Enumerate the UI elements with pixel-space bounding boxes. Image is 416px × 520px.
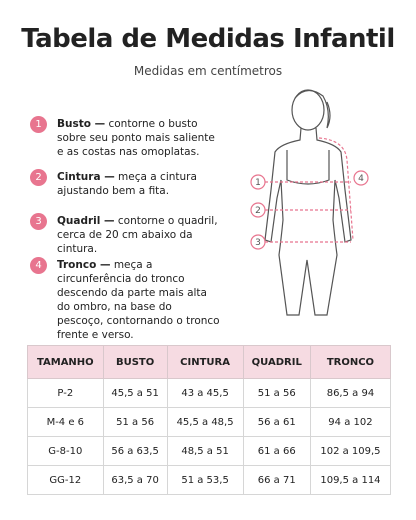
top <box>286 150 330 185</box>
step-number: 2 <box>30 169 47 186</box>
marker-label: 2 <box>255 206 261 216</box>
table-cell: 61 a 66 <box>242 436 311 466</box>
step-desc: contorne o busto sobre seu ponto mais sa… <box>57 118 215 158</box>
table-cell: P-2 <box>27 378 104 408</box>
measure-lines <box>265 137 354 243</box>
marker-label: 1 <box>255 178 261 188</box>
step-term: Cintura — <box>57 171 115 183</box>
step-number: 3 <box>30 213 47 230</box>
table-row: P-2 45,5 a 51 43 a 45,5 51 a 56 86,5 a 94 <box>27 378 392 408</box>
step-desc: meça a cintura ajustando bem a fita. <box>57 171 197 197</box>
instruction: 2 Cintura — meça a cintura ajustando bem … <box>30 169 220 198</box>
step-desc: meça a circunferência do tronco descendo… <box>57 259 220 341</box>
table-cell: 48,5 a 51 <box>166 436 244 466</box>
step-term: Tronco — <box>57 259 111 271</box>
body-outline <box>264 127 352 316</box>
table-cell: 51 a 56 <box>242 378 311 408</box>
table-row: G-8-10 56 a 63,5 48,5 a 51 61 a 66 102 a 109… <box>27 436 392 466</box>
table-cell: 102 a 109,5 <box>309 436 392 466</box>
table-row: GG-12 63,5 a 70 51 a 53,5 66 a 71 109,5 a 11… <box>27 465 392 495</box>
body-figure: 1 2 3 4 <box>250 89 369 316</box>
step-text: Cintura — meça a cintura ajustando bem a… <box>57 170 220 198</box>
step-desc: contorne o quadril, cerca de 20 cm abaix… <box>57 215 218 255</box>
table-row: M-4 e 6 51 a 56 45,5 a 48,5 56 a 61 94 a 102 <box>27 407 392 437</box>
table-cell: 45,5 a 51 <box>102 378 168 408</box>
table-cell: G-8-10 <box>27 436 104 466</box>
step-text: Busto — contorne o busto sobre seu ponto… <box>57 117 220 159</box>
step-text: Quadril — contorne o quadril, cerca de 2… <box>57 214 220 256</box>
table-cell: 94 a 102 <box>309 407 392 437</box>
step-term: Busto — <box>57 118 106 130</box>
column-header: CINTURA <box>166 345 244 379</box>
table-cell: 63,5 a 70 <box>102 465 168 495</box>
table-body: P-2 45,5 a 51 43 a 45,5 51 a 56 86,5 a 94 M-4… <box>27 378 392 495</box>
size-table: TAMANHO BUSTO CINTURA QUADRIL TRONCO P-2 45,5 … <box>27 345 392 495</box>
step-term: Quadril — <box>57 215 115 227</box>
table-cell: 43 a 45,5 <box>166 378 244 408</box>
instruction: 4 Tronco — meça a circunferência do tronc… <box>30 257 220 342</box>
table-cell: 109,5 a 114 <box>309 465 392 495</box>
table-cell: GG-12 <box>27 465 104 495</box>
column-header: TRONCO <box>309 345 392 379</box>
step-text: Tronco — meça a circunferência do tronco… <box>57 258 220 342</box>
column-header: QUADRIL <box>242 345 311 379</box>
header-row: TAMANHO BUSTO CINTURA QUADRIL TRONCO <box>27 345 392 379</box>
marker-label: 3 <box>255 238 261 248</box>
column-header: TAMANHO <box>27 345 104 379</box>
table-cell: 56 a 63,5 <box>102 436 168 466</box>
table-cell: 56 a 61 <box>242 407 311 437</box>
table-cell: 86,5 a 94 <box>309 378 392 408</box>
step-number: 4 <box>30 257 47 274</box>
table-cell: 51 a 53,5 <box>166 465 244 495</box>
instruction: 3 Quadril — contorne o quadril, cerca de … <box>30 213 220 256</box>
markers <box>250 170 369 250</box>
marker-label: 4 <box>358 174 364 184</box>
table-cell: M-4 e 6 <box>27 407 104 437</box>
hair <box>294 89 331 129</box>
title: Tabela de Medidas Infantil <box>21 24 395 54</box>
subtitle: Medidas em centímetros <box>133 64 283 78</box>
instruction: 1 Busto — contorne o busto sobre seu pont… <box>30 116 220 159</box>
table-cell: 66 a 71 <box>242 465 311 495</box>
table-cell: 45,5 a 48,5 <box>166 407 244 437</box>
step-number: 1 <box>30 116 47 133</box>
column-header: BUSTO <box>102 345 168 379</box>
table-cell: 51 a 56 <box>102 407 168 437</box>
